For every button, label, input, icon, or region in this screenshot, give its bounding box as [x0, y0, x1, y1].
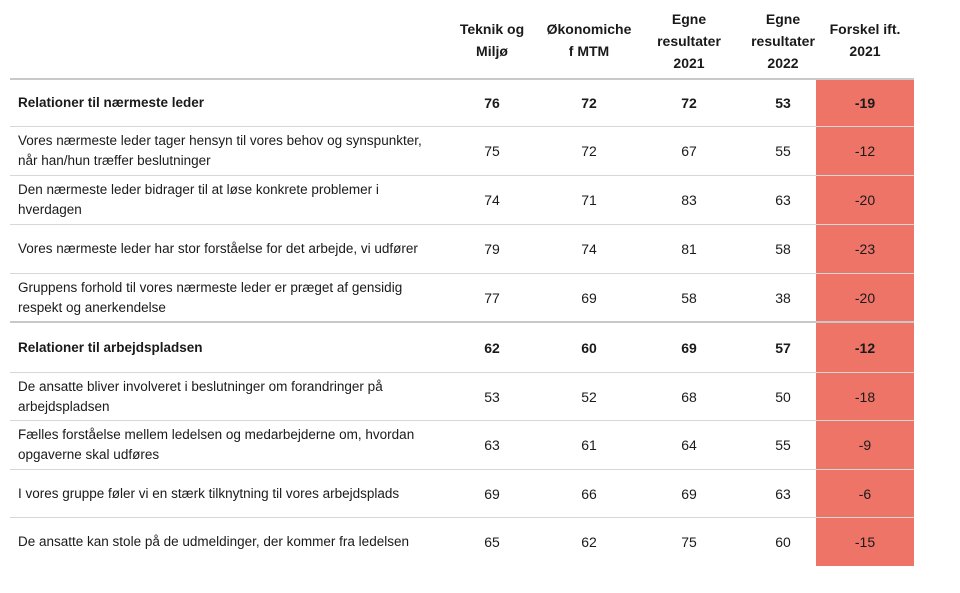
row-divider [10, 78, 914, 80]
row-label: I vores gruppe føler vi en stærk tilknyt… [18, 485, 400, 501]
value-cell: 38 [775, 290, 791, 306]
value-cell: 66 [581, 485, 597, 502]
value-cell: 64 [681, 437, 697, 453]
value-cell: 75 [681, 534, 697, 550]
value-cell: 74 [484, 192, 500, 208]
value-cell: 72 [581, 95, 597, 111]
value-cell: 65 [484, 534, 500, 550]
section-row: Relationer til nærmeste leder 76 72 72 53 -19 [10, 80, 914, 126]
row-label: De ansatte kan stole på de udmeldinger, … [18, 534, 409, 549]
difference-cell: -9 [816, 421, 914, 469]
difference-cell: -18 [816, 373, 914, 420]
table-row: Vores nærmeste leder har stor forståelse… [10, 225, 914, 273]
value-cell: 57 [775, 339, 791, 356]
row-divider [10, 321, 914, 323]
value-cell: 63 [775, 192, 791, 208]
value-cell: 67 [681, 143, 697, 159]
difference-cell: -23 [816, 225, 914, 273]
row-divider [10, 517, 914, 518]
value-cell: 72 [581, 143, 597, 159]
difference-cell: -15 [816, 518, 914, 566]
value-cell: 55 [775, 437, 791, 453]
value-cell: 74 [581, 241, 597, 257]
value-cell: 79 [484, 241, 500, 257]
value-cell: 75 [484, 143, 500, 159]
row-divider [10, 372, 914, 373]
value-cell: 60 [581, 339, 597, 356]
table-row: Fælles forståelse mellem ledelsen og med… [10, 421, 914, 469]
table-row: I vores gruppe føler vi en stærk tilknyt… [10, 470, 914, 517]
difference-cell: -19 [816, 80, 914, 126]
table-header: Teknik og Miljø Økonomiche f MTM Egne re… [10, 0, 914, 78]
table-row: Vores nærmeste leder tager hensyn til vo… [10, 127, 914, 175]
difference-cell: -20 [816, 176, 914, 224]
row-label: Den nærmeste leder bidrager til at løse … [18, 182, 379, 217]
row-divider [10, 224, 914, 225]
value-cell: 69 [484, 485, 500, 502]
column-header-egne-resultater-2021: Egne resultater 2021 [657, 11, 721, 71]
difference-cell: -20 [816, 274, 914, 322]
table-row: Gruppens forhold til vores nærmeste lede… [10, 274, 914, 322]
value-cell: 50 [775, 388, 791, 405]
column-header-okonomiche-f-mtm: Økonomiche f MTM [546, 21, 632, 59]
table-row: De ansatte kan stole på de udmeldinger, … [10, 518, 914, 566]
value-cell: 69 [681, 339, 697, 356]
row-divider [10, 126, 914, 127]
value-cell: 62 [484, 339, 500, 356]
value-cell: 52 [581, 388, 597, 405]
row-label: Vores nærmeste leder tager hensyn til vo… [18, 133, 422, 168]
value-cell: 77 [484, 290, 500, 306]
value-cell: 81 [681, 241, 697, 257]
section-row: Relationer til arbejdspladsen 62 60 69 57 -12 [10, 323, 914, 372]
value-cell: 63 [484, 437, 500, 453]
value-cell: 63 [775, 485, 791, 502]
difference-cell: -12 [816, 127, 914, 175]
value-cell: 71 [581, 192, 597, 208]
value-cell: 58 [681, 290, 697, 306]
column-header-forskel: Forskel ift. 2021 [829, 21, 901, 59]
table-row: Den nærmeste leder bidrager til at løse … [10, 176, 914, 224]
row-label: Vores nærmeste leder har stor forståelse… [18, 241, 418, 256]
value-cell: 60 [775, 534, 791, 550]
value-cell: 53 [775, 95, 791, 111]
section-label: Relationer til arbejdspladsen [18, 339, 203, 355]
section-label: Relationer til nærmeste leder [18, 95, 205, 110]
difference-cell: -6 [816, 470, 914, 517]
value-cell: 83 [681, 192, 697, 208]
row-label: Gruppens forhold til vores nærmeste lede… [18, 280, 403, 315]
value-cell: 69 [681, 485, 697, 502]
column-header-egne-resultater-2022: Egne resultater 2022 [751, 11, 815, 71]
value-cell: 68 [681, 388, 697, 405]
value-cell: 72 [681, 95, 697, 111]
column-header-teknik-og-miljo: Teknik og Miljø [459, 21, 525, 59]
row-label: De ansatte bliver involveret i beslutnin… [18, 378, 383, 414]
value-cell: 69 [581, 290, 597, 306]
value-cell: 55 [775, 143, 791, 159]
row-divider [10, 175, 914, 176]
value-cell: 58 [775, 241, 791, 257]
table-row: De ansatte bliver involveret i beslutnin… [10, 373, 914, 420]
row-divider [10, 273, 914, 274]
value-cell: 53 [484, 388, 500, 405]
row-divider [10, 420, 914, 421]
value-cell: 76 [484, 95, 500, 111]
difference-cell: -12 [816, 323, 914, 372]
row-label: Fælles forståelse mellem ledelsen og med… [18, 427, 415, 462]
value-cell: 61 [581, 437, 597, 453]
row-divider [10, 469, 914, 470]
value-cell: 62 [581, 534, 597, 550]
